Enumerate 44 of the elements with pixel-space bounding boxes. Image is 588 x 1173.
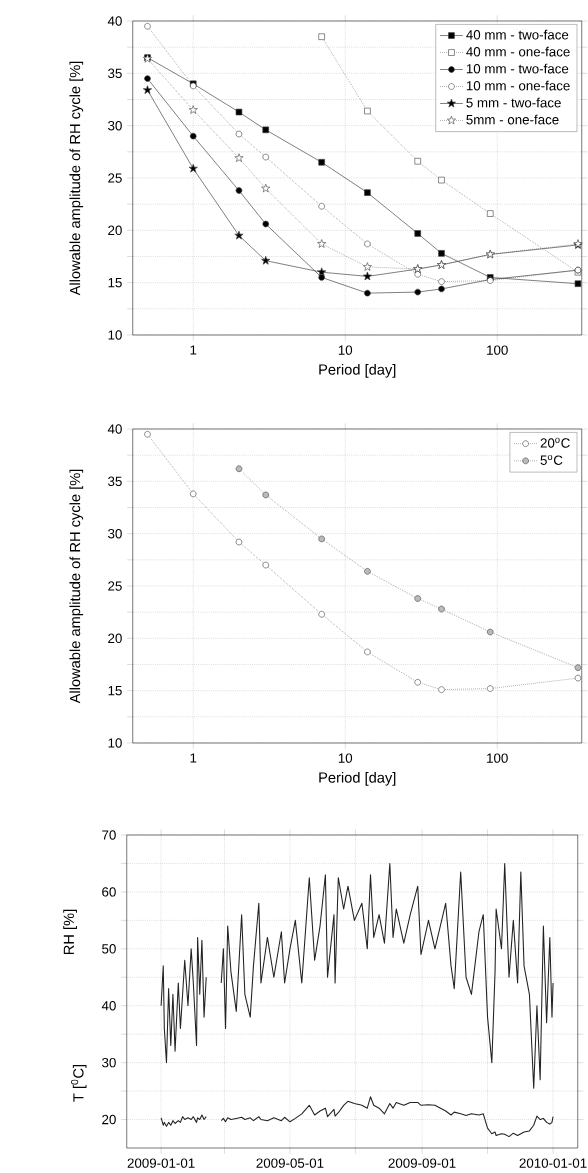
legend-label: 40 mm - one-face xyxy=(466,46,570,57)
y-tick-label: 20 xyxy=(102,1114,116,1125)
y-tick-label: 40 xyxy=(107,424,122,434)
legend-label: 10 mm - two-face xyxy=(466,63,569,74)
legend-label: 10 mm - one-face xyxy=(466,80,570,91)
y-tick-label: 35 xyxy=(108,476,122,487)
y-tick-label: 15 xyxy=(108,278,122,288)
y-axis-title: Allowable amplitude of RH cycle [%] xyxy=(69,61,84,296)
x-tick-label: 2010-01-01 xyxy=(519,1158,587,1168)
y-tick-label: 30 xyxy=(102,1057,116,1068)
legend-label: 5$^{o}$C xyxy=(540,454,563,465)
y-tick-label: 30 xyxy=(108,120,122,131)
x-tick-label: 2009-09-01 xyxy=(388,1158,456,1168)
legend-label: 40 mm - two-face xyxy=(466,29,569,40)
x-axis-title: Period [day] xyxy=(319,771,396,786)
x-tick-label: 100 xyxy=(487,753,508,763)
y-tick-label: 25 xyxy=(108,581,122,591)
y-tick-label: 70 xyxy=(102,830,116,840)
legend-label: 20$^{o}$C xyxy=(540,437,570,448)
y-tick-label: 15 xyxy=(108,686,122,696)
x-axis-title: Period [day] xyxy=(319,363,396,378)
y-tick-label: 10 xyxy=(108,738,122,748)
x-tick-label: 10 xyxy=(338,753,353,763)
legend-label: 5 mm - two-face xyxy=(466,97,561,108)
x-tick-label: 1 xyxy=(190,345,197,355)
y-tick-label: 20 xyxy=(108,225,122,236)
y-tick-label: 40 xyxy=(107,16,122,26)
y-tick-label: 25 xyxy=(108,173,122,183)
legend-label: 5mm - one-face xyxy=(466,114,559,125)
x-tick-label: 2009-05-01 xyxy=(256,1158,324,1168)
y-tick-label: 10 xyxy=(108,330,122,340)
y-axis-title: Allowable amplitude of RH cycle [%] xyxy=(69,469,84,704)
y-tick-label: 35 xyxy=(108,68,122,79)
y-tick-label: 40 xyxy=(101,1001,116,1011)
y-axis-title: RH [%] xyxy=(63,909,78,955)
x-tick-label: 100 xyxy=(487,345,508,355)
x-tick-label: 1 xyxy=(190,753,197,763)
x-tick-label: 2009-01-01 xyxy=(127,1158,195,1168)
y-tick-label: 50 xyxy=(102,944,116,954)
y-tick-label: 60 xyxy=(102,887,116,897)
text: T [$^{0}$C] xyxy=(71,1064,87,1102)
y-tick-label: 30 xyxy=(108,528,122,539)
y-tick-label: 20 xyxy=(108,633,122,644)
x-tick-label: 10 xyxy=(338,345,353,355)
